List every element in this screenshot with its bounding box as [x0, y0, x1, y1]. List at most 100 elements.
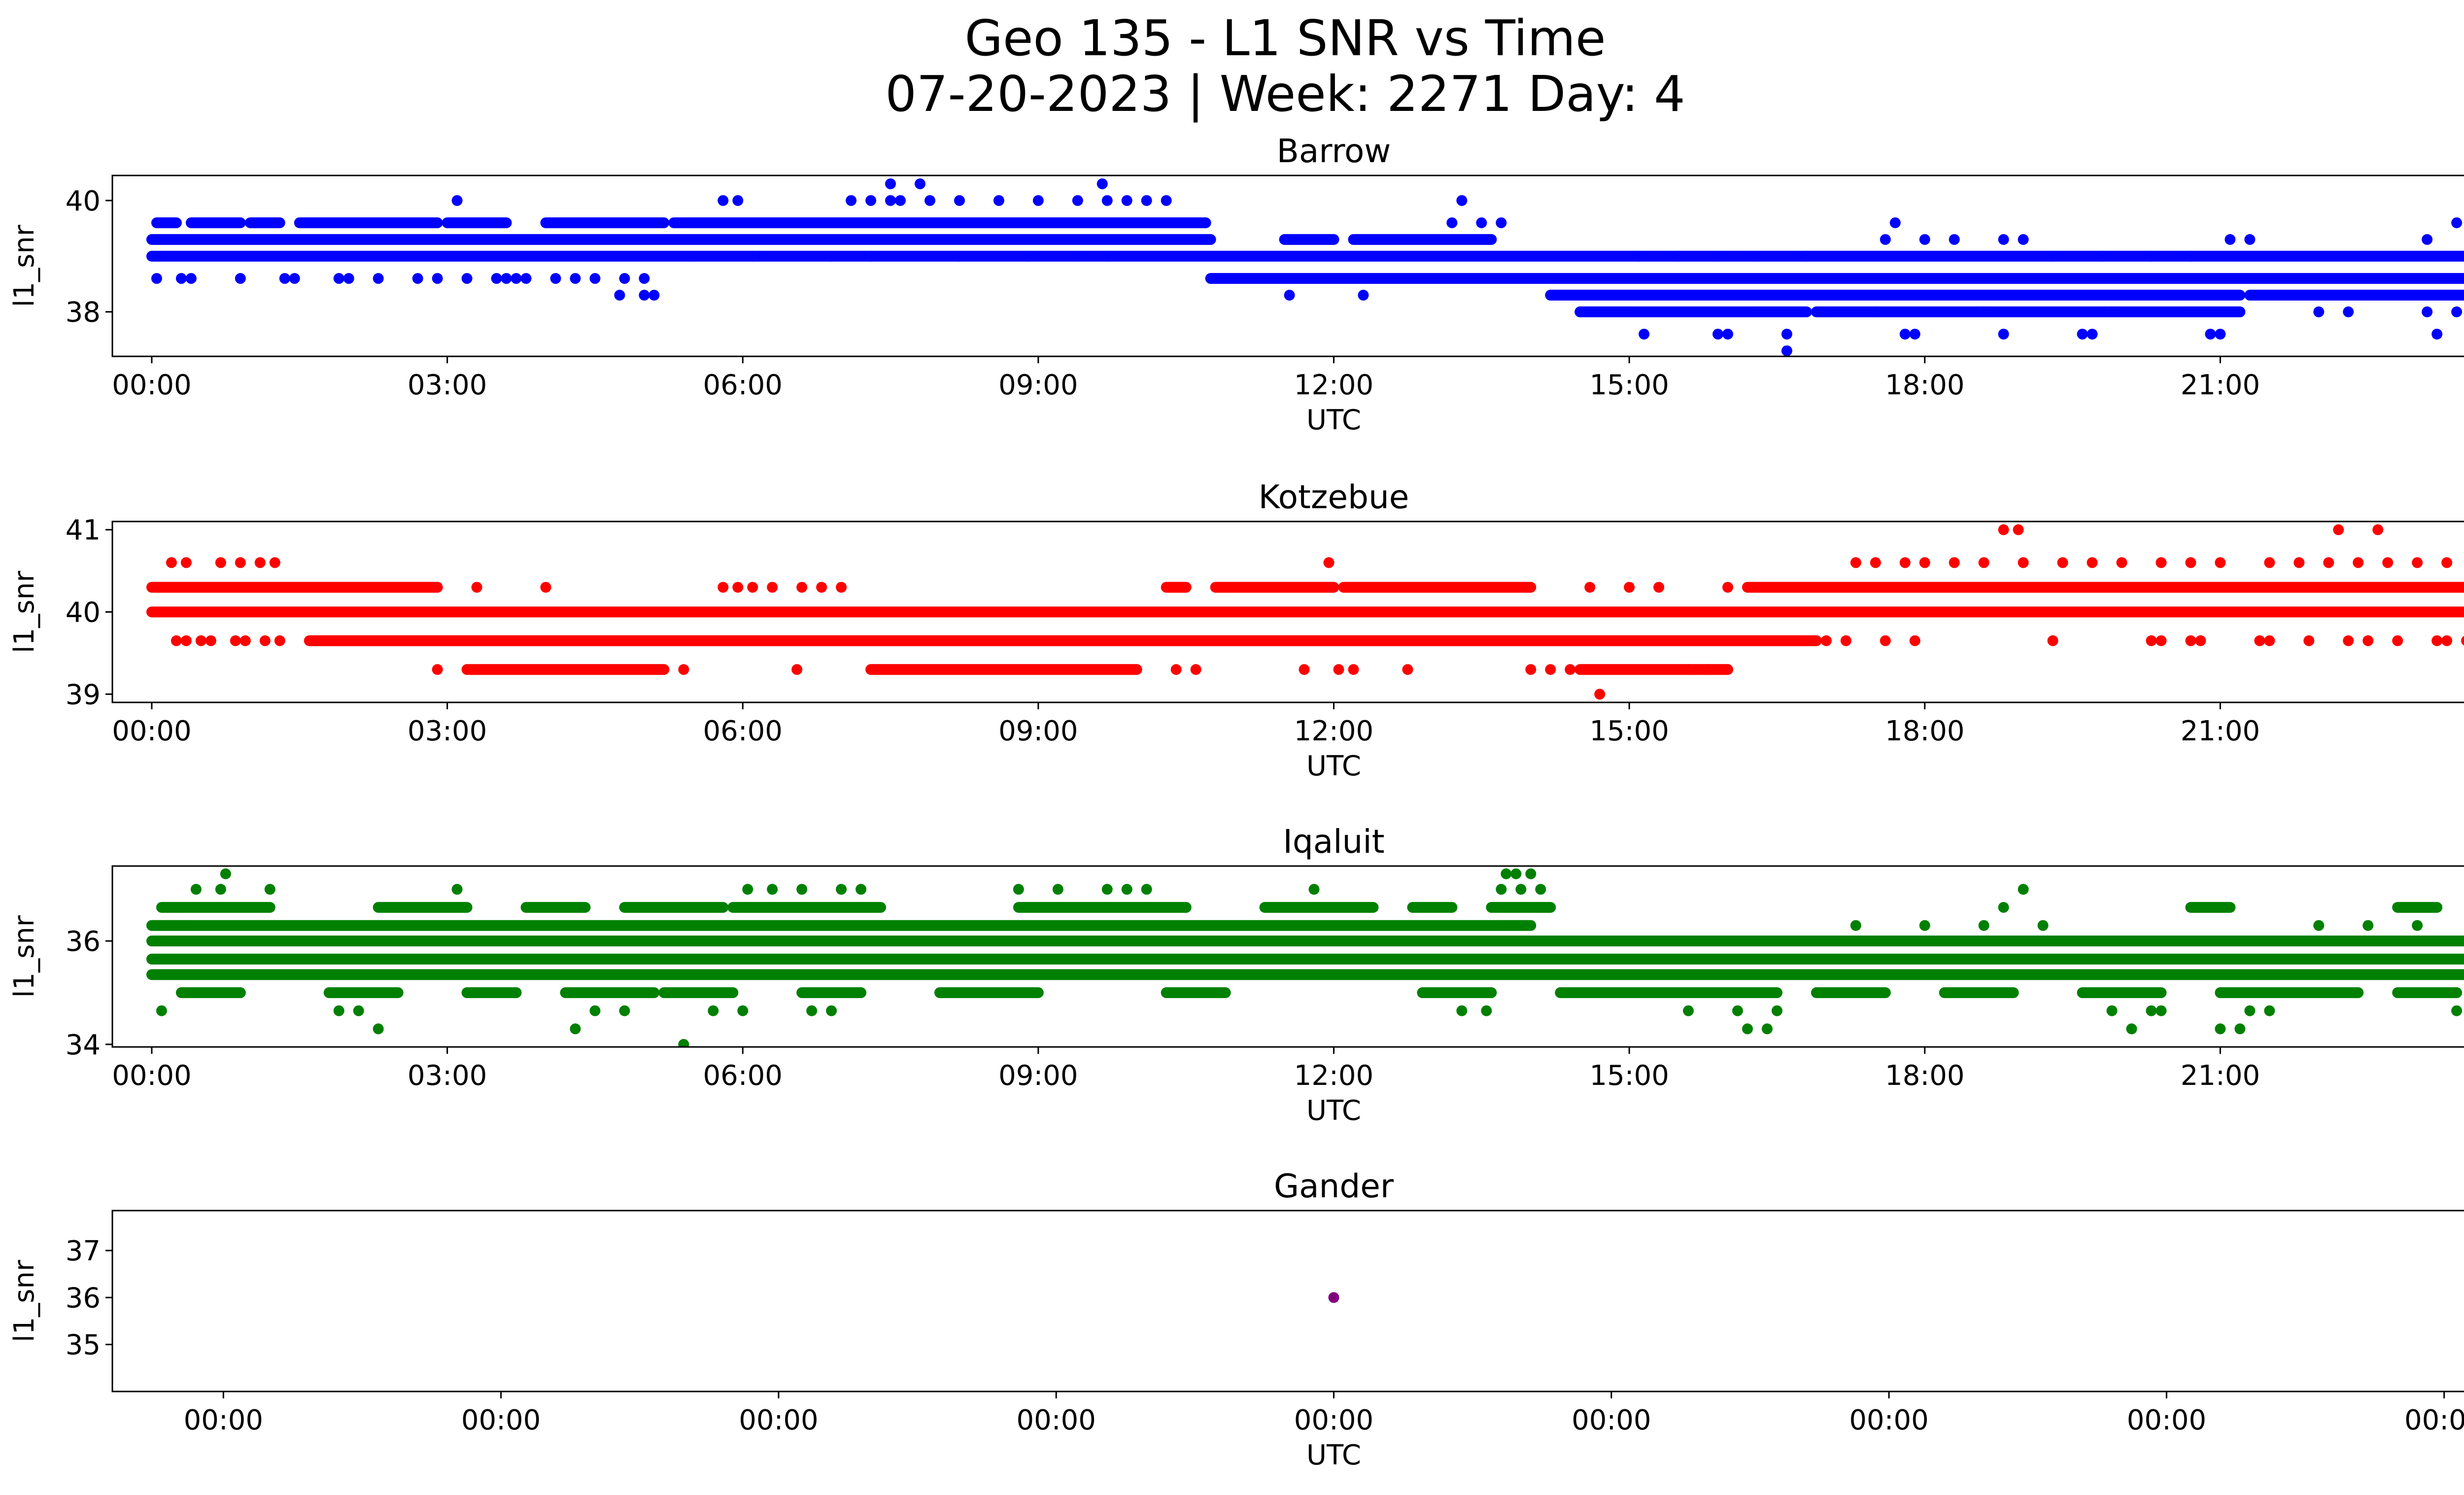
data-point — [2431, 328, 2443, 340]
data-point — [205, 635, 216, 646]
data-point — [678, 664, 689, 675]
data-point — [2018, 234, 2029, 245]
point-run — [1939, 987, 2019, 998]
x-axis-label: UTC — [1306, 1439, 1361, 1471]
data-point — [2057, 557, 2068, 568]
data-point — [826, 1005, 837, 1016]
point-run — [294, 217, 443, 228]
x-tick-label: 21:00 — [2181, 715, 2260, 747]
data-point — [816, 582, 827, 593]
data-point — [2013, 524, 2024, 535]
point-run — [796, 987, 867, 998]
data-point — [747, 250, 758, 262]
data-point — [1072, 250, 1083, 262]
point-run — [1259, 902, 1379, 913]
data-point — [451, 884, 463, 895]
data-point — [235, 557, 246, 568]
data-point — [343, 273, 354, 284]
data-point — [264, 884, 275, 895]
point-run — [2244, 289, 2464, 301]
data-point — [190, 884, 202, 895]
x-tick-label: 03:00 — [408, 1060, 487, 1092]
data-point — [1870, 557, 1881, 568]
plot-area-gander — [112, 1211, 2464, 1391]
data-point — [1141, 884, 1152, 895]
point-run — [1205, 273, 2464, 284]
series-iqaluit — [146, 868, 2464, 1047]
data-point — [846, 195, 857, 206]
panel-iqaluit: 00:00 03:00 06:00 09:00 12:00 15:00 18:00 21:00… — [8, 823, 2464, 1127]
data-point — [1525, 868, 1537, 879]
point-run — [1417, 987, 1497, 998]
point-run — [668, 217, 1211, 228]
data-point — [1323, 557, 1335, 568]
data-point — [796, 884, 808, 895]
data-point — [1998, 328, 2009, 340]
data-point — [2244, 1005, 2256, 1016]
panel-title: Kotzebue — [1259, 478, 1409, 516]
point-run — [727, 902, 887, 913]
plot-area-barrow — [112, 175, 2464, 356]
data-point — [1909, 635, 1920, 646]
data-point — [1284, 289, 1295, 301]
point-run — [540, 217, 670, 228]
point-run — [1348, 234, 1497, 245]
x-tick-label: 15:00 — [1589, 1060, 1669, 1092]
data-point — [1190, 664, 1201, 675]
point-run — [865, 664, 1142, 675]
data-point — [1594, 689, 1606, 700]
data-point — [993, 195, 1004, 206]
data-point — [718, 195, 729, 206]
data-point — [732, 582, 744, 593]
data-point — [688, 250, 699, 262]
data-point — [2077, 328, 2088, 340]
data-point — [1032, 195, 1044, 206]
data-point — [412, 273, 423, 284]
data-point — [796, 582, 808, 593]
data-point — [2313, 306, 2325, 317]
data-point — [1624, 582, 1635, 593]
data-point — [1141, 195, 1152, 206]
data-point — [2126, 1023, 2137, 1035]
data-point — [1889, 217, 1901, 228]
x-tick-label: 21:00 — [2181, 1060, 2260, 1092]
data-point — [333, 1005, 344, 1016]
data-point — [1919, 557, 1930, 568]
data-point — [2422, 306, 2433, 317]
point-run — [658, 987, 739, 998]
data-point — [461, 273, 473, 284]
data-point — [289, 273, 300, 284]
data-point — [1072, 195, 1083, 206]
x-tick-label: 12:00 — [1294, 369, 1373, 401]
data-point — [639, 289, 650, 301]
point-run — [373, 902, 473, 913]
x-tick-label: 09:00 — [998, 1060, 1078, 1092]
data-point — [432, 664, 443, 675]
data-point — [220, 868, 231, 879]
data-point — [2441, 635, 2453, 646]
data-point — [1565, 664, 1576, 675]
data-point — [1052, 884, 1063, 895]
x-tick-label: 00:00 — [112, 369, 191, 401]
data-point — [2254, 635, 2265, 646]
y-tick-label: 40 — [66, 185, 101, 217]
data-point — [2362, 920, 2374, 931]
data-point — [491, 273, 502, 284]
data-point — [1437, 582, 1448, 593]
data-point — [915, 178, 926, 189]
data-point — [2431, 635, 2443, 646]
data-point — [836, 884, 847, 895]
data-point — [2156, 1005, 2167, 1016]
data-point — [2264, 557, 2275, 568]
data-point — [550, 273, 561, 284]
point-run — [146, 953, 2464, 965]
point-run — [2077, 987, 2167, 998]
point-run — [146, 969, 2464, 980]
point-run — [146, 582, 443, 593]
data-point — [215, 557, 226, 568]
data-point — [1722, 328, 1734, 340]
data-point — [1476, 217, 1487, 228]
data-point — [1180, 902, 1192, 913]
data-point — [2156, 557, 2167, 568]
data-point — [1801, 250, 1812, 262]
